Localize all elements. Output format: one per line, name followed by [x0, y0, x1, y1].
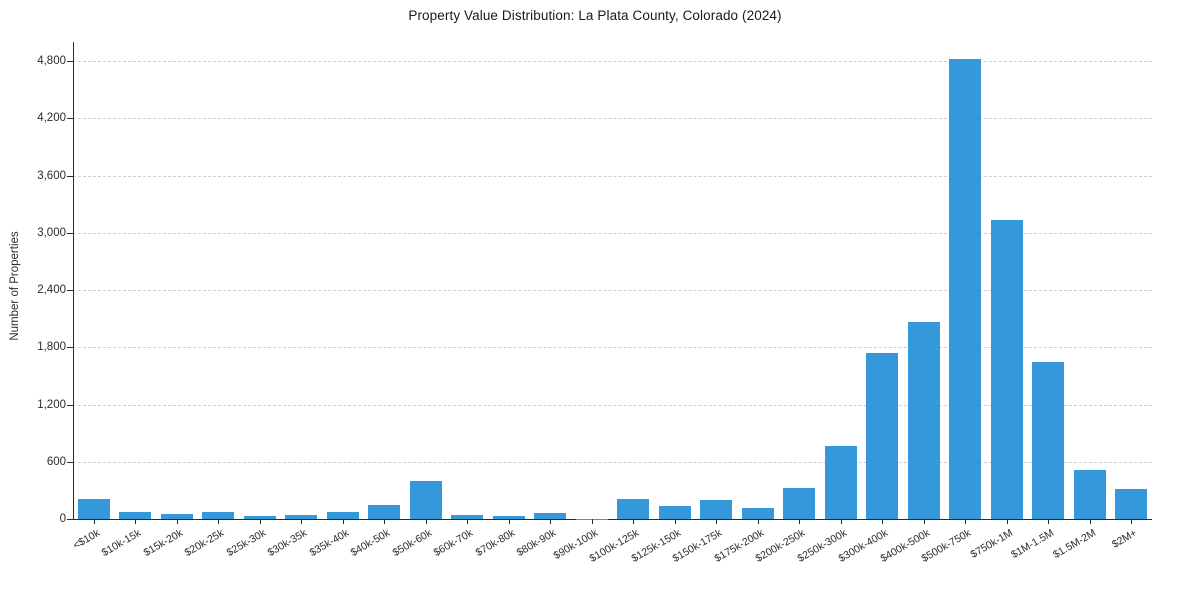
x-tick-mark [1090, 519, 1091, 524]
y-tick-label: 1,200 [37, 399, 66, 411]
x-tick-mark [301, 519, 302, 524]
x-tick-mark [509, 519, 510, 524]
x-tick-mark [799, 519, 800, 524]
bar[interactable] [949, 59, 981, 519]
bar[interactable] [866, 353, 898, 519]
x-tick-mark [218, 519, 219, 524]
y-axis-label: Number of Properties [9, 46, 21, 526]
x-axis-line [73, 519, 1152, 520]
y-tick-label: 3,000 [37, 227, 66, 239]
y-tick-label: 2,400 [37, 284, 66, 296]
bar[interactable] [742, 508, 774, 519]
x-tick-mark [426, 519, 427, 524]
chart-title: Property Value Distribution: La Plata Co… [0, 8, 1190, 23]
x-tick-mark [177, 519, 178, 524]
bar[interactable] [119, 512, 151, 519]
x-tick-mark [384, 519, 385, 524]
x-tick-mark [716, 519, 717, 524]
bar[interactable] [78, 499, 110, 519]
bar[interactable] [1032, 362, 1064, 519]
x-tick-mark [965, 519, 966, 524]
x-tick-mark [675, 519, 676, 524]
bar[interactable] [368, 505, 400, 519]
bar[interactable] [1115, 489, 1147, 519]
bar[interactable] [783, 488, 815, 519]
x-tick-mark [882, 519, 883, 524]
x-tick-mark [758, 519, 759, 524]
y-tick-mark [67, 519, 73, 520]
x-tick-mark [260, 519, 261, 524]
bar[interactable] [659, 506, 691, 519]
x-tick-mark [841, 519, 842, 524]
y-tick-label: 0 [60, 513, 66, 525]
y-tick-label: 4,200 [37, 112, 66, 124]
bar[interactable] [908, 322, 940, 519]
x-tick-mark [94, 519, 95, 524]
y-tick-label: 600 [47, 456, 66, 468]
bar-series [73, 42, 1152, 519]
x-tick-mark [550, 519, 551, 524]
x-tick-mark [633, 519, 634, 524]
x-tick-mark [924, 519, 925, 524]
bar[interactable] [1074, 470, 1106, 519]
y-tick-label: 4,800 [37, 55, 66, 67]
bar[interactable] [617, 499, 649, 520]
x-tick-mark [592, 519, 593, 524]
bar[interactable] [700, 500, 732, 519]
x-tick-mark [343, 519, 344, 524]
x-tick-mark [1048, 519, 1049, 524]
y-tick-label: 1,800 [37, 341, 66, 353]
x-tick-mark [1131, 519, 1132, 524]
bar[interactable] [991, 220, 1023, 519]
x-tick-mark [467, 519, 468, 524]
bar[interactable] [410, 481, 442, 519]
y-tick-label: 3,600 [37, 170, 66, 182]
bar[interactable] [327, 512, 359, 519]
bar[interactable] [825, 446, 857, 519]
x-tick-mark [135, 519, 136, 524]
bar[interactable] [202, 512, 234, 519]
x-tick-mark [1007, 519, 1008, 524]
